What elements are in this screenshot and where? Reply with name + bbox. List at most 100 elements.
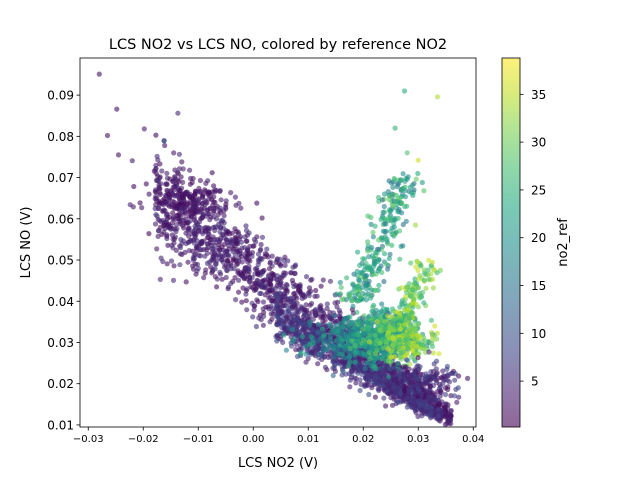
scatter-point [404,284,410,290]
scatter-point [430,396,436,402]
scatter-point [313,309,319,315]
scatter-point [352,343,358,349]
scatter-point [299,334,306,340]
scatter-point [265,254,271,260]
scatter-point [381,203,387,210]
scatter-point [187,199,193,206]
scatter-point [391,224,397,230]
y-axis: 0.01 0.02 0.03 0.04 0.05 0.06 0.07 0.08 0.09 [47,89,80,432]
scatter-point [402,321,408,328]
scatter-point [314,293,320,299]
scatter-point [208,264,214,270]
scatter-point [415,259,421,265]
scatter-point [217,269,223,275]
scatter-point [242,265,248,271]
scatter-point [203,213,209,219]
scatter-point [395,215,401,221]
scatter-point [232,194,238,200]
colorbar-tick-label: 20 [531,231,546,245]
scatter-point [258,241,264,248]
scatter-point [362,341,368,347]
scatter-point [267,260,273,266]
scatter-point [452,393,458,399]
colorbar [502,58,520,427]
scatter-point [320,277,326,283]
scatter-point [380,209,386,215]
scatter-point [430,350,436,356]
scatter-point [295,287,301,293]
scatter-point [246,279,253,285]
scatter-point [266,272,272,278]
scatter-point [437,393,443,399]
scatter-point [288,270,294,276]
scatter-point [330,372,336,379]
scatter-point [347,345,353,352]
scatter-point [366,391,372,398]
scatter-point [340,323,347,330]
scatter-point [166,214,172,220]
scatter-point [331,343,337,349]
scatter-point [226,246,232,252]
scatter-point [370,234,376,240]
scatter-point [194,209,201,215]
scatter-point [377,315,384,321]
scatter-point [223,198,229,204]
scatter-point [180,223,186,229]
y-tick-label: 0.01 [47,418,74,432]
scatter-point [190,257,196,263]
scatter-point [309,349,315,355]
scatter-point [423,285,429,291]
scatter-point [381,221,387,227]
scatter-point [301,313,307,320]
scatter-point [395,399,401,405]
scatter-point [369,268,375,274]
scatter-point [380,367,386,373]
scatter-point [410,401,416,407]
scatter-point [243,298,249,304]
scatter-point [393,367,399,373]
scatter-point [228,263,234,269]
scatter-point [259,215,265,221]
scatter-point [390,335,396,342]
scatter-point [404,290,410,296]
scatter-point [373,373,379,379]
scatter-point [408,374,414,380]
scatter-point [384,342,390,348]
scatter-point [255,278,261,284]
scatter-point [318,283,324,289]
scatter-point [168,258,175,264]
scatter-point [297,282,303,288]
scatter-point [345,334,351,340]
scatter-point [448,407,454,414]
scatter-point [416,381,423,387]
scatter-point [342,344,348,351]
scatter-point [164,232,170,238]
scatter-point [353,376,359,382]
scatter-point [315,321,321,327]
scatter-point [235,268,241,274]
scatter-point [262,277,268,283]
scatter-point [171,199,177,205]
scatter-point [400,243,406,249]
scatter-point [243,223,249,229]
scatter-point [436,413,442,419]
scatter-point [381,395,387,401]
scatter-point [172,167,178,173]
scatter-point [193,245,199,251]
scatter-point [289,327,295,333]
scatter-point [207,206,213,212]
scatter-point [383,228,389,234]
scatter-point [397,326,403,332]
scatter-point [443,401,449,407]
scatter-point [179,241,185,247]
scatter-point [413,325,419,331]
scatter-point [291,284,297,290]
scatter-point [253,239,259,245]
scatter-point [176,151,182,157]
scatter-point [363,360,370,366]
scatter-point [195,265,201,271]
scatter-point [298,349,304,355]
scatter-point [332,318,338,324]
scatter-point [395,208,401,215]
scatter-point [303,351,309,357]
